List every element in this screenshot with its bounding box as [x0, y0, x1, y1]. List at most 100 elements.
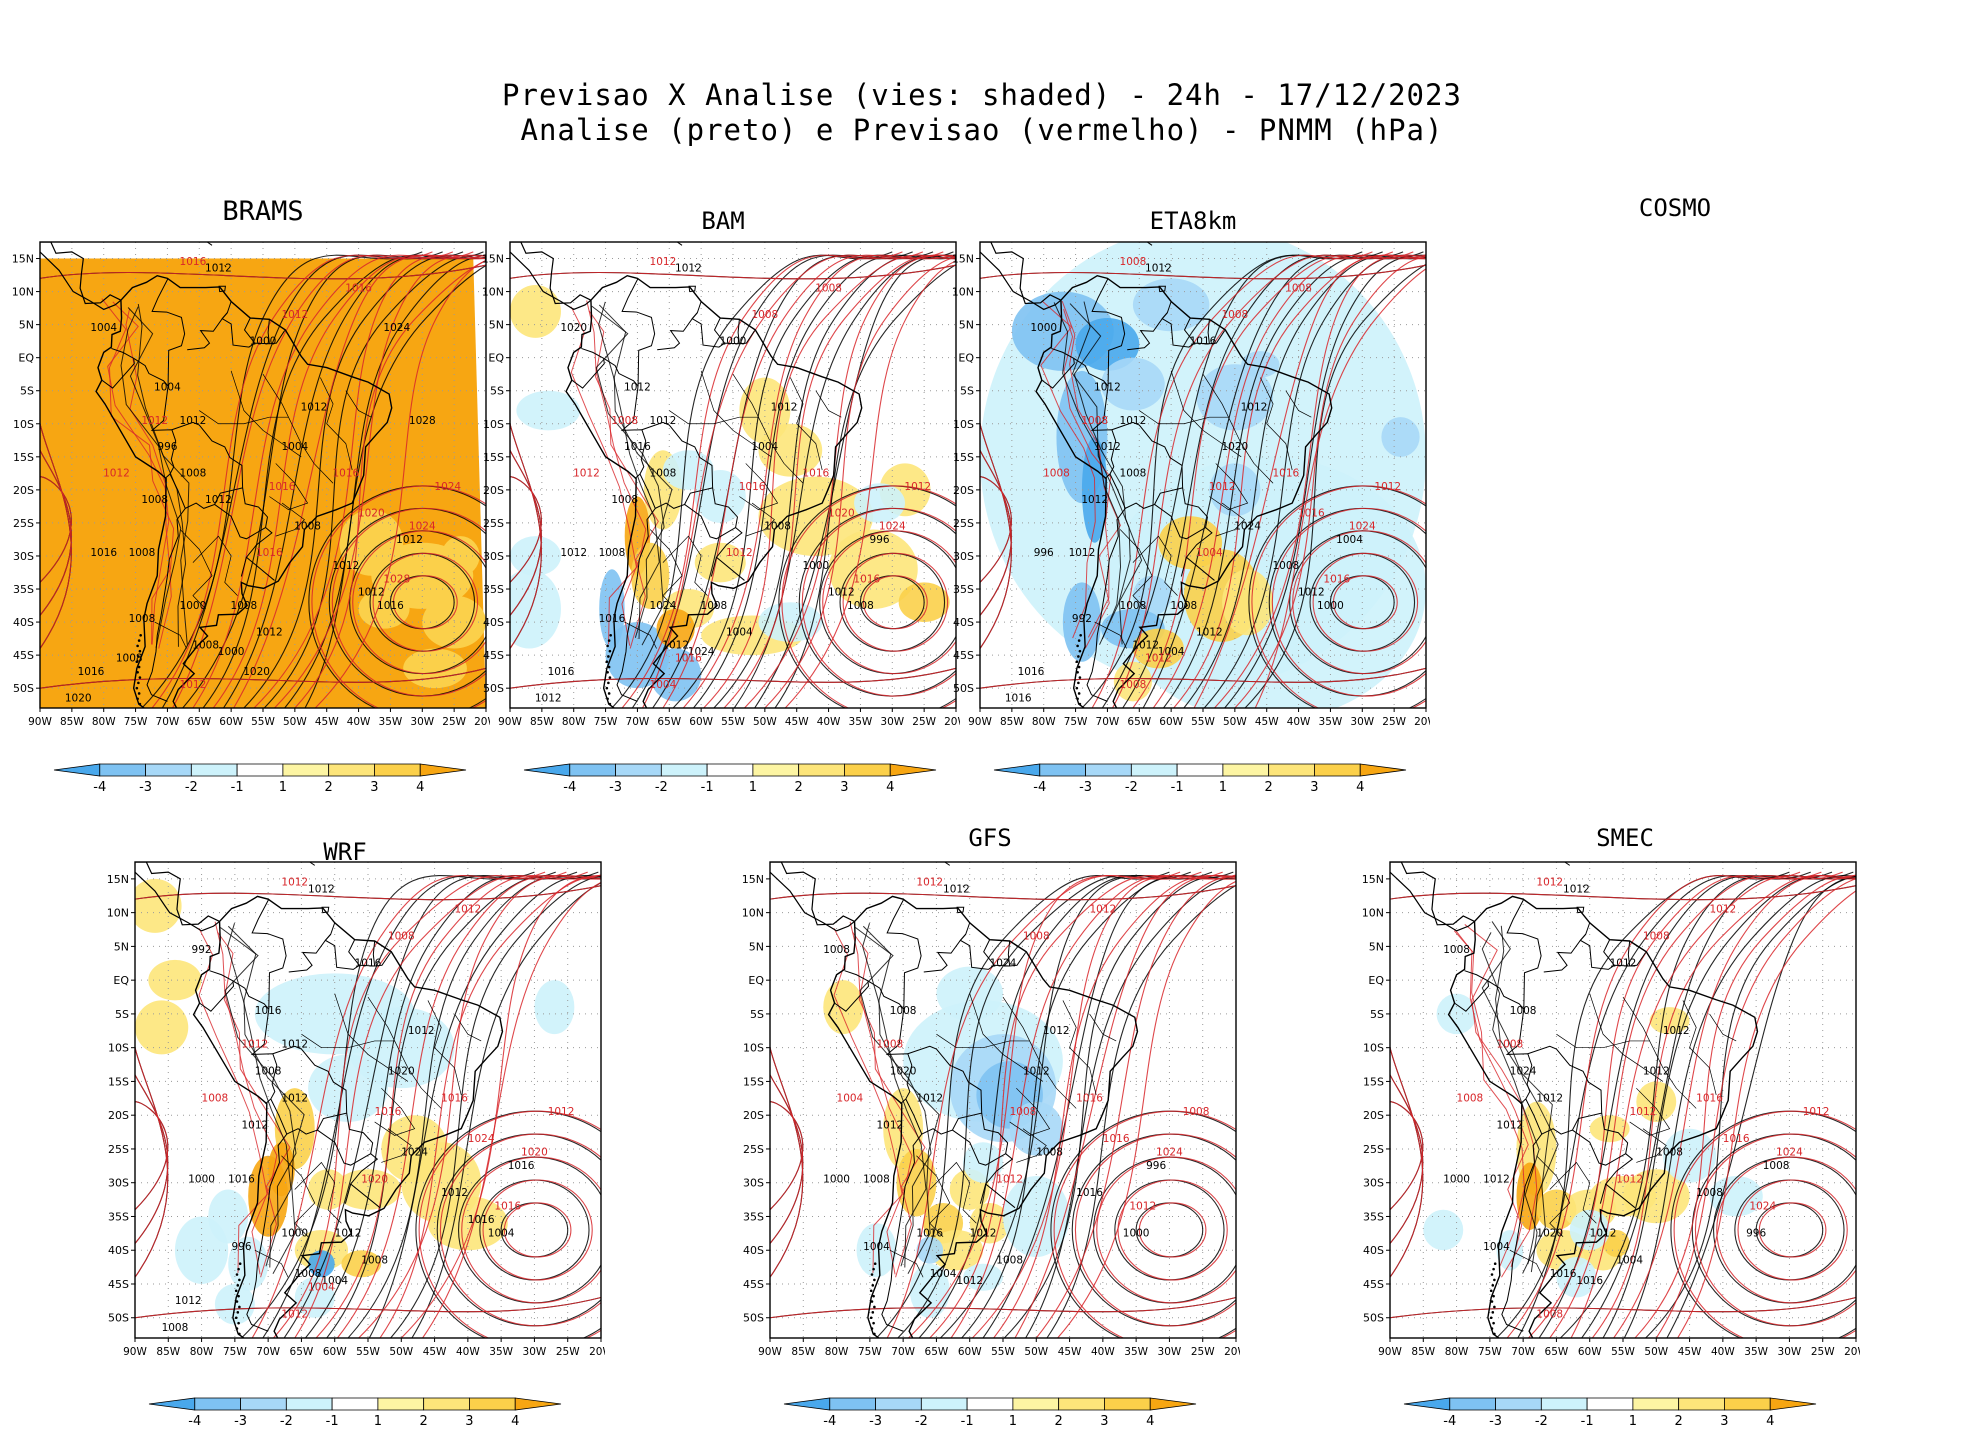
- forecast-contour-label: 1012: [281, 1309, 308, 1321]
- lon-label: 85W: [60, 716, 84, 728]
- forecast-contour-label: 1008: [1221, 309, 1248, 321]
- lon-label: 40W: [1287, 716, 1311, 728]
- forecast-contour-label: 1016: [1298, 507, 1325, 519]
- country-border: [907, 1045, 983, 1135]
- analysis-contour-label: 1012: [650, 415, 677, 427]
- lat-label: 20S: [13, 484, 34, 497]
- analysis-isobar: [1481, 921, 1559, 1265]
- forecast-isobar: [770, 885, 1236, 901]
- state-border: [154, 621, 187, 649]
- forecast-isobar: [784, 260, 956, 708]
- lat-label: 45S: [1363, 1278, 1384, 1291]
- analysis-contour-label: 1012: [1610, 958, 1637, 970]
- lat-label: 15S: [13, 451, 34, 464]
- bias-shading: [516, 390, 581, 431]
- coast-islands: [138, 676, 142, 679]
- forecast-contour-label: 1020: [521, 1147, 548, 1159]
- forecast-isobar: [135, 1101, 169, 1211]
- state-border: [294, 1161, 342, 1224]
- lon-label: 75W: [1478, 1346, 1502, 1358]
- country-border: [1185, 527, 1215, 581]
- forecast-isobar: [588, 310, 659, 649]
- lon-label: 45W: [1678, 1346, 1702, 1358]
- coast-islands: [138, 702, 142, 706]
- lon-label: 55W: [1191, 716, 1215, 728]
- state-border: [192, 535, 238, 596]
- coast-islands: [1490, 1300, 1494, 1303]
- analysis-contour-label: 1012: [332, 560, 359, 572]
- analysis-contour-label: 1016: [355, 958, 382, 970]
- analysis-contour-label: 1016: [1550, 1268, 1577, 1280]
- lon-label: 30W: [1158, 1346, 1182, 1358]
- forecast-contour-label: 1016: [1103, 1133, 1130, 1145]
- forecast-contour-label: 1016: [1272, 468, 1299, 480]
- forecast-isobar: [1292, 530, 1426, 675]
- forecast-isobar: [1251, 485, 1426, 708]
- state-border: [454, 1013, 482, 1042]
- colorbar-label: 1: [374, 1414, 382, 1429]
- lon-label: 55W: [356, 1346, 380, 1358]
- analysis-contour-label: 996: [1034, 547, 1054, 559]
- colorbar-swatch: [53, 763, 101, 777]
- country-border: [1180, 557, 1187, 577]
- forecast-isobar: [1390, 1074, 1424, 1244]
- colorbar-swatch: [569, 763, 616, 777]
- lon-label: 80W: [190, 1346, 214, 1358]
- forecast-contour-label: 1012: [1709, 904, 1736, 916]
- colorbar-swatch: [374, 763, 421, 777]
- forecast-isobar: [1193, 254, 1426, 708]
- coastline: [40, 242, 122, 305]
- figure-title-line2: Analise (preto) e Previsao (vermelho) - …: [520, 113, 1444, 147]
- state-border: [269, 463, 309, 511]
- colorbar-label: -1: [701, 780, 714, 795]
- coast-islands: [1493, 1278, 1496, 1282]
- analysis-isobar: [284, 254, 486, 708]
- analysis-contour-label: 996: [870, 534, 890, 546]
- analysis-contour-label: 1000: [802, 560, 829, 572]
- analysis-isobar: [127, 307, 187, 647]
- map-panel-eta8km: 1012101210121008101210121008101210121008…: [952, 230, 1430, 728]
- analysis-contour-label: 1012: [828, 587, 855, 599]
- analysis-contour-label: 1012: [205, 263, 232, 275]
- forecast-isobar: [1591, 874, 1856, 1338]
- forecast-isobar: [1528, 871, 1822, 1338]
- colorbar-label: 3: [840, 780, 848, 795]
- analysis-contour-label: 1012: [1298, 587, 1325, 599]
- bias-shading: [1222, 569, 1274, 636]
- forecast-contour-label: 1012: [904, 481, 931, 493]
- forecast-isobar: [801, 507, 956, 697]
- lon-label: 25W: [1811, 1346, 1835, 1358]
- island: [688, 285, 696, 293]
- analysis-contour-label: 1012: [335, 1228, 362, 1240]
- forecast-isobar: [151, 251, 433, 708]
- lon-label: 65W: [187, 716, 211, 728]
- colorbar-swatch: [1268, 763, 1315, 777]
- analysis-contour-label: 1008: [1036, 1147, 1063, 1159]
- forecast-isobar: [217, 931, 291, 1278]
- colorbar-label: 3: [1100, 1414, 1108, 1429]
- analysis-contour-label: 1012: [408, 1025, 435, 1037]
- lon-label: 20W: [589, 1346, 605, 1358]
- lon-label: 60W: [1159, 716, 1183, 728]
- forecast-contour-label: 1012: [573, 468, 600, 480]
- island: [1158, 285, 1166, 293]
- forecast-isobar: [1096, 1156, 1236, 1304]
- forecast-isobar: [764, 256, 956, 708]
- coast-islands: [873, 1332, 876, 1336]
- lat-label: 50S: [13, 682, 34, 695]
- lat-label: 10N: [12, 286, 34, 299]
- lon-label: 20W: [944, 716, 960, 728]
- colorbar-swatch: [514, 1397, 562, 1411]
- coast-islands: [607, 639, 611, 642]
- forecast-isobar: [1453, 930, 1525, 1267]
- lat-label: 15N: [1362, 873, 1384, 886]
- bias-shading: [1132, 278, 1210, 332]
- forecast-contour-label: 1024: [434, 481, 461, 493]
- colorbar-swatch: [1058, 1397, 1105, 1411]
- island: [1082, 230, 1117, 238]
- lat-label: 40S: [1363, 1244, 1384, 1257]
- forecast-isobar: [1152, 253, 1426, 708]
- island: [321, 906, 330, 914]
- country-border: [146, 473, 186, 702]
- analysis-isobar: [876, 871, 1170, 1338]
